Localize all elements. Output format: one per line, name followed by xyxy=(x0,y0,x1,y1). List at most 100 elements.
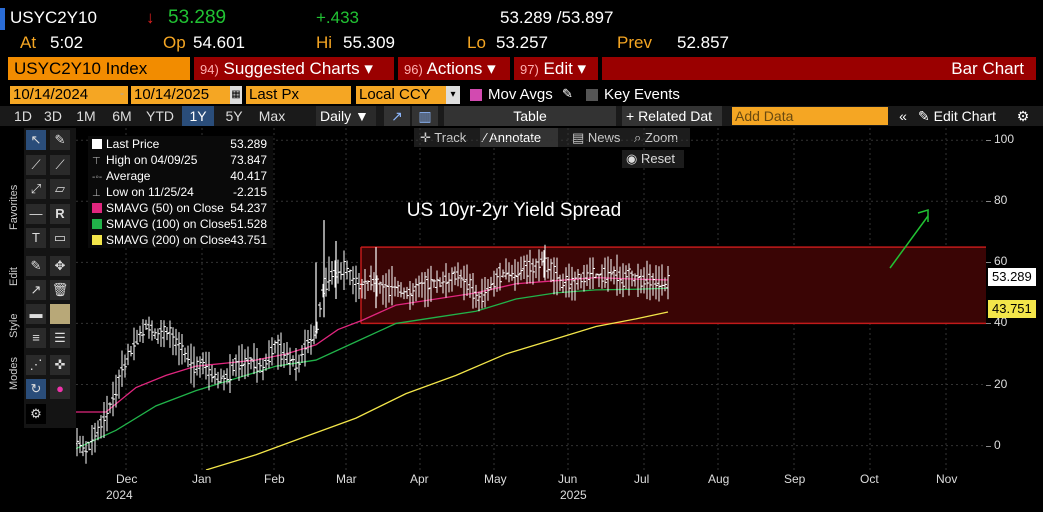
move-icon[interactable]: ✥ xyxy=(50,256,70,276)
legend-row[interactable]: ⊥ Low on 11/25/24 -2.215 xyxy=(88,184,273,200)
start-date-input[interactable]: 10/14/2024 xyxy=(10,86,128,104)
bar-chart-icon[interactable]: ▥ xyxy=(412,106,438,126)
line-style-icon[interactable]: ☰ xyxy=(50,328,70,348)
actions-menu[interactable]: 96) Actions ▾ xyxy=(398,57,510,80)
y-tick-label: 80 xyxy=(994,193,1008,208)
period-button-1y[interactable]: 1Y xyxy=(182,106,214,126)
legend-marker-icon: ⊥ xyxy=(92,188,101,199)
legend-value: 53.289 xyxy=(230,137,267,151)
collapse-icon[interactable]: « xyxy=(893,106,913,126)
period-button-1d[interactable]: 1D xyxy=(14,108,32,124)
legend-row[interactable]: SMAVG (200) on Close 43.751 xyxy=(88,232,273,248)
period-button-max[interactable]: Max xyxy=(258,108,286,124)
edit-menu[interactable]: 97) Edit ▾ xyxy=(514,57,598,80)
pen-tool-icon[interactable]: ✎ xyxy=(50,130,70,150)
news-button[interactable]: ▤ News xyxy=(572,128,620,147)
date-separator: - xyxy=(120,86,124,100)
modes-tab[interactable]: Modes xyxy=(8,356,20,390)
style-tab[interactable]: Style xyxy=(8,313,20,339)
period-button-1m[interactable]: 1M xyxy=(76,108,96,124)
y-tick-label: 60 xyxy=(994,254,1008,269)
legend-swatch xyxy=(92,203,102,213)
ray-tool-icon[interactable]: ⟋ xyxy=(50,155,70,175)
open-value: 54.601 xyxy=(193,33,245,52)
track-button[interactable]: ✛ Track xyxy=(420,128,466,147)
legend-value: 51.528 xyxy=(230,217,267,231)
crosshair-icon[interactable]: ✜ xyxy=(50,355,70,375)
mov-avgs-label[interactable]: Mov Avgs xyxy=(488,86,553,103)
line-chart-icon[interactable]: ↗ xyxy=(384,106,410,126)
channel-tool-icon[interactable]: ▱ xyxy=(50,179,70,199)
settings-gear-icon[interactable]: ⚙ xyxy=(26,404,46,424)
horizontal-line-icon[interactable]: — xyxy=(26,204,46,224)
period-button-6m[interactable]: 6M xyxy=(112,108,132,124)
price-field-select[interactable]: Last Px xyxy=(246,86,351,104)
color-icon[interactable]: ▬ xyxy=(26,304,46,324)
palette-icon[interactable]: ● xyxy=(50,379,70,399)
x-tick-label: Aug xyxy=(708,472,730,486)
mov-avgs-checkbox[interactable] xyxy=(470,89,482,101)
zoom-label: Zoom xyxy=(644,130,679,145)
cursor-tool-icon[interactable]: ↖ xyxy=(26,130,46,150)
frequency-select[interactable]: Daily ▼ xyxy=(316,106,376,126)
legend-row[interactable]: ⊤ High on 04/09/25 73.847 xyxy=(88,152,273,168)
edit-chart-button[interactable]: ✎ Edit Chart xyxy=(918,106,1008,126)
security-field[interactable]: USYC2Y10 Index xyxy=(8,57,190,80)
annotate-label: Annotate xyxy=(489,130,542,145)
legend-row[interactable]: Last Price 53.289 xyxy=(88,136,273,152)
calendar-icon[interactable]: ▦ xyxy=(230,86,242,104)
annotate-icon: ⁄ xyxy=(484,130,490,145)
zoom-button[interactable]: ⌕ Zoom xyxy=(634,128,678,147)
x-tick-label: Jan xyxy=(192,472,212,486)
reset-button[interactable]: ◉ Reset xyxy=(622,150,684,168)
news-icon: ▤ xyxy=(572,130,588,145)
retracement-icon[interactable]: R xyxy=(50,204,70,224)
legend-row[interactable]: SMAVG (50) on Close 54.237 xyxy=(88,200,273,216)
edit-tab[interactable]: Edit xyxy=(8,267,20,287)
legend-swatch xyxy=(92,219,102,229)
key-events-checkbox[interactable] xyxy=(586,89,598,101)
prev-label: Prev xyxy=(617,33,652,52)
edit-label: Edit ▾ xyxy=(543,59,587,78)
fill-swatch-icon[interactable] xyxy=(50,304,70,324)
legend-value: -2.215 xyxy=(232,185,267,199)
y-tick-mark xyxy=(986,140,991,142)
x-tick-label: Apr xyxy=(410,472,429,486)
period-button-5y[interactable]: 5Y xyxy=(225,108,243,124)
select-arrow-icon[interactable]: ↗ xyxy=(26,280,46,300)
line-weight-icon[interactable]: ≡ xyxy=(26,328,46,348)
period-button-3d[interactable]: 3D xyxy=(44,108,62,124)
table-button[interactable]: Table xyxy=(444,106,616,126)
pencil-icon[interactable]: ✎ xyxy=(562,86,573,101)
cycle-icon[interactable]: ↻ xyxy=(26,379,46,399)
legend-row[interactable]: -◦- Average 40.417 xyxy=(88,168,273,184)
chart-legend: Last Price 53.289 ⊤ High on 04/09/25 73.847-… xyxy=(88,136,273,248)
annotate-button[interactable]: ⁄ Annotate xyxy=(480,128,558,147)
x-axis: Dec Jan Feb Mar Apr May Jun Jul Aug Sep Oct Nov 2024… xyxy=(76,470,986,512)
period-button-ytd[interactable]: YTD xyxy=(146,108,174,124)
ticker-symbol[interactable]: USYC2Y10 xyxy=(10,8,97,27)
currency-dropdown-icon[interactable]: ▾ xyxy=(446,86,460,104)
chart-type-label[interactable]: Bar Chart xyxy=(602,57,1036,80)
brush-icon[interactable]: ✎ xyxy=(26,256,46,276)
x-tick-label: Jul xyxy=(634,472,650,486)
suggested-charts-menu[interactable]: 94) Suggested Charts ▾ xyxy=(194,57,394,80)
key-events-label[interactable]: Key Events xyxy=(604,86,680,103)
favorites-tab[interactable]: Favorites xyxy=(8,184,20,230)
rectangle-tool-icon[interactable]: ▭ xyxy=(50,228,70,248)
y-tick-mark xyxy=(986,201,991,203)
edit-number: 97) xyxy=(520,62,539,77)
related-data-button[interactable]: + Related Dat xyxy=(622,106,722,126)
suggested-charts-number: 94) xyxy=(200,62,219,77)
add-data-input[interactable]: Add Data xyxy=(732,107,888,125)
trend-tool-icon[interactable]: ⤢ xyxy=(26,179,46,199)
magnet-icon[interactable]: ⋰ xyxy=(26,355,46,375)
x-year-label: 2024 xyxy=(106,488,133,502)
line-tool-icon[interactable]: ⟋ xyxy=(26,155,46,175)
legend-row[interactable]: SMAVG (100) on Close 51.528 xyxy=(88,216,273,232)
text-tool-icon[interactable]: T xyxy=(26,228,46,248)
trash-icon[interactable]: 🗑 xyxy=(50,280,70,300)
end-date-input[interactable]: 10/14/2025 xyxy=(131,86,241,104)
gear-icon[interactable]: ⚙ xyxy=(1012,106,1034,126)
currency-select[interactable]: Local CCY xyxy=(356,86,446,104)
